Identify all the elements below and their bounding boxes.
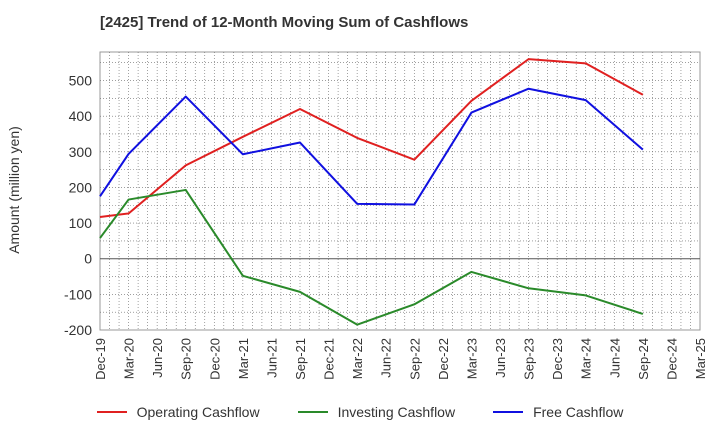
x-tick-label: Dec-20 [207, 338, 222, 380]
legend-label-investing: Investing Cashflow [337, 404, 456, 420]
legend-swatch-operating [96, 411, 127, 413]
x-tick-label: Jun-24 [607, 338, 622, 378]
y-tick-label: 0 [84, 251, 92, 267]
series-line-operating-cashflow [99, 58, 644, 219]
y-tick-label: 100 [69, 215, 93, 231]
series-line-investing-cashflow [99, 188, 644, 326]
legend-item-operating: Operating Cashflow [96, 404, 260, 420]
series-line-free-cashflow [99, 87, 644, 206]
x-tick-label: Mar-23 [464, 338, 479, 379]
x-tick-label: Mar-25 [693, 338, 708, 379]
legend-label-free: Free Cashflow [533, 404, 624, 420]
legend: Operating Cashflow Investing Cashflow Fr… [0, 404, 720, 420]
x-tick-label: Mar-20 [122, 338, 137, 379]
x-tick-label: Jun-23 [493, 338, 508, 378]
legend-item-free: Free Cashflow [493, 404, 623, 420]
y-tick-label: 300 [69, 144, 93, 160]
x-tick-label: Dec-24 [664, 338, 679, 380]
legend-item-investing: Investing Cashflow [297, 404, 456, 420]
x-tick-label: Sep-20 [179, 338, 194, 380]
y-tick-label: 200 [69, 179, 93, 195]
chart-title: [2425] Trend of 12-Month Moving Sum of C… [100, 14, 469, 31]
x-tick-label: Sep-21 [293, 338, 308, 380]
y-tick-label: 400 [69, 108, 93, 124]
x-tick-label: Mar-21 [236, 338, 251, 379]
y-tick-label: -200 [64, 322, 92, 338]
y-tick-label: -100 [64, 286, 92, 302]
x-tick-label: Dec-22 [436, 338, 451, 380]
x-tick-label: Dec-21 [322, 338, 337, 380]
x-tick-label: Dec-23 [550, 338, 565, 380]
x-tick-label: Sep-23 [522, 338, 537, 380]
x-tick-label: Jun-21 [264, 338, 279, 378]
plot-area [99, 51, 701, 331]
x-tick-label: Mar-24 [579, 338, 594, 379]
x-tick-label: Jun-22 [379, 338, 394, 378]
x-tick-label: Sep-22 [407, 338, 422, 380]
x-tick-label: Sep-24 [636, 338, 651, 380]
x-tick-label: Mar-22 [350, 338, 365, 379]
legend-label-operating: Operating Cashflow [136, 404, 260, 420]
legend-swatch-investing [297, 411, 328, 413]
y-tick-label: 500 [69, 73, 93, 89]
x-tick-label: Dec-19 [93, 338, 108, 380]
legend-swatch-free [493, 411, 524, 413]
x-tick-label: Jun-20 [150, 338, 165, 378]
